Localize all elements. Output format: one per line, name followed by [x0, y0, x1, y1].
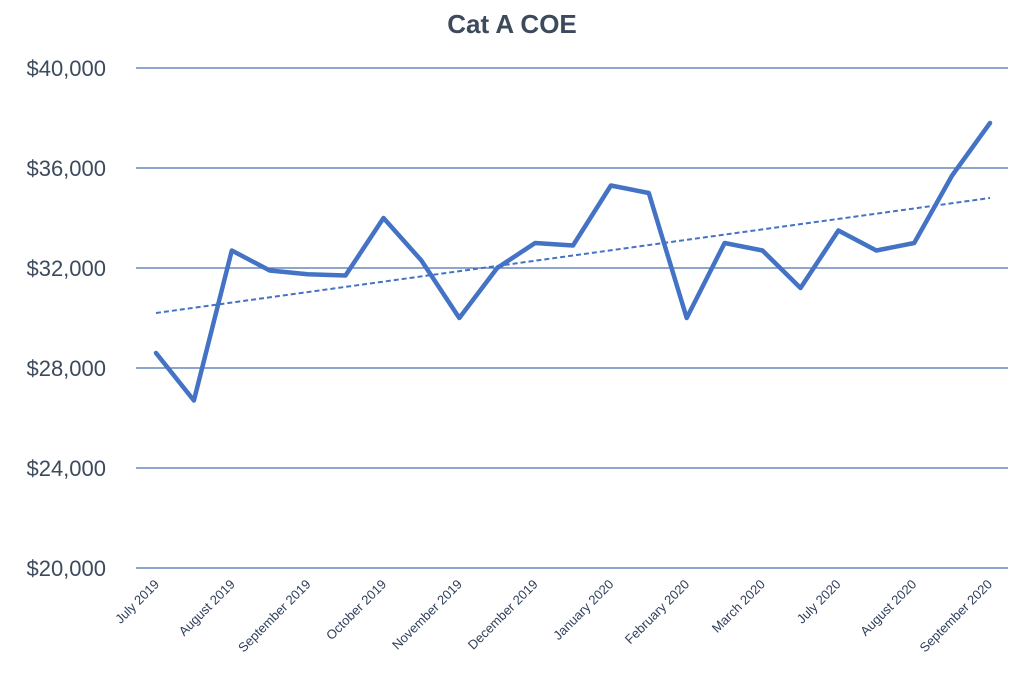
- y-tick-label: $36,000: [26, 156, 106, 181]
- x-tick-label: July 2019: [112, 577, 162, 627]
- x-tick-label: December 2019: [465, 577, 541, 653]
- x-tick-label: March 2020: [709, 577, 768, 636]
- y-tick-label: $40,000: [26, 56, 106, 81]
- x-tick-label: September 2019: [235, 577, 314, 656]
- gridlines: [136, 67, 1008, 569]
- x-tick-label: February 2020: [622, 577, 692, 647]
- series-line: [153, 120, 993, 403]
- y-tick-label: $20,000: [26, 556, 106, 581]
- x-tick-label: August 2020: [857, 577, 919, 639]
- trendline: [155, 197, 991, 314]
- x-tick-label: November 2019: [389, 577, 465, 653]
- x-tick-label: August 2019: [176, 577, 238, 639]
- chart-title: Cat A COE: [447, 9, 577, 39]
- x-tick-label: January 2020: [550, 577, 616, 643]
- x-tick-label: September 2020: [917, 577, 996, 656]
- x-tick-label: October 2019: [323, 577, 389, 643]
- y-tick-label: $24,000: [26, 456, 106, 481]
- y-tick-label: $28,000: [26, 356, 106, 381]
- y-axis-tick-labels: $20,000 $24,000 $28,000 $32,000 $36,000 $40,0…: [26, 56, 106, 581]
- x-tick-label: July 2020: [794, 577, 844, 627]
- y-tick-label: $32,000: [26, 256, 106, 281]
